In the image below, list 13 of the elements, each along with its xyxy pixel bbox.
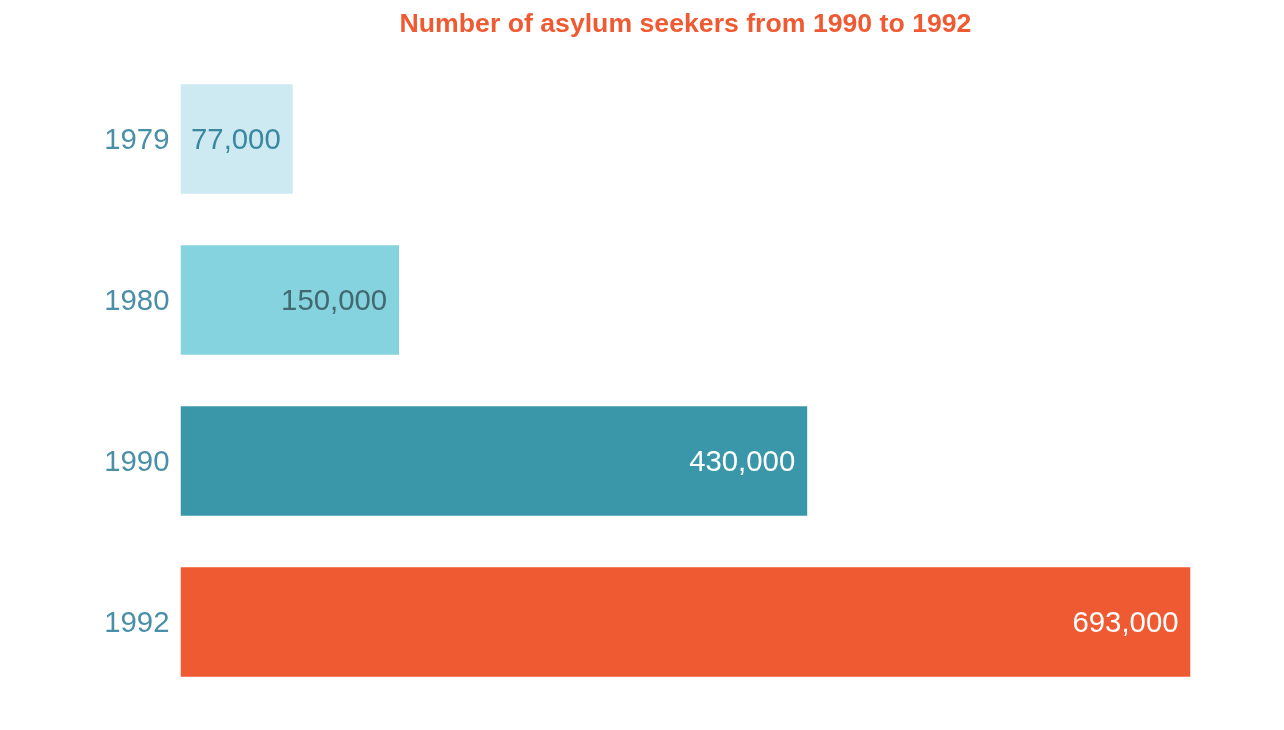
data-label: 77,000 xyxy=(191,122,281,156)
chart-title: Number of asylum seekers from 1990 to 1992 xyxy=(399,7,972,38)
bar xyxy=(180,567,1191,677)
y-tick-label: 1980 xyxy=(104,283,170,317)
bar xyxy=(180,84,293,194)
data-label: 150,000 xyxy=(281,283,388,317)
data-label: 693,000 xyxy=(1072,604,1179,638)
y-tick-label: 1990 xyxy=(104,444,170,478)
data-label: 430,000 xyxy=(689,444,796,478)
bar xyxy=(180,245,400,355)
y-tick-label: 1979 xyxy=(104,122,170,156)
bar xyxy=(180,406,808,516)
y-tick-label: 1992 xyxy=(104,604,170,638)
